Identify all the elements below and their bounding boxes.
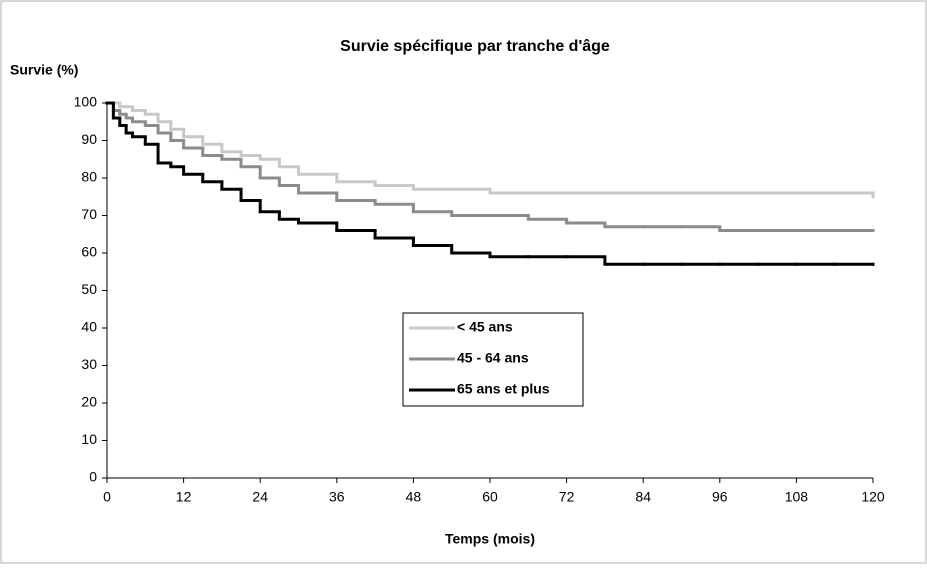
x-tick-label: 72	[559, 489, 575, 505]
x-tick-label: 96	[712, 489, 728, 505]
y-tick-label: 20	[81, 394, 97, 410]
legend-label: 45 - 64 ans	[457, 350, 529, 366]
x-tick-label: 24	[252, 489, 268, 505]
y-tick-label: 10	[81, 431, 97, 447]
chart-title: Survie spécifique par tranche d'âge	[340, 38, 610, 55]
y-tick-label: 60	[81, 244, 97, 260]
y-tick-label: 50	[81, 281, 97, 297]
y-tick-label: 70	[81, 206, 97, 222]
x-tick-label: 108	[785, 489, 809, 505]
x-tick-label: 60	[482, 489, 498, 505]
y-tick-label: 100	[74, 94, 98, 110]
x-tick-label: 84	[635, 489, 651, 505]
legend-label: < 45 ans	[457, 319, 513, 335]
series-line	[105, 101, 875, 199]
y-tick-label: 30	[81, 356, 97, 372]
y-tick-label: 0	[89, 469, 97, 485]
legend: < 45 ans 45 - 64 ans 65 ans et plus	[402, 312, 584, 407]
legend-label: 65 ans et plus	[457, 381, 550, 397]
series-line	[105, 101, 875, 232]
x-tick-label: 36	[329, 489, 345, 505]
series-line	[105, 101, 875, 266]
y-tick-label: 90	[81, 131, 97, 147]
y-tick-label: 40	[81, 319, 97, 335]
x-axis-label: Temps (mois)	[445, 531, 535, 547]
x-tick-label: 48	[406, 489, 422, 505]
x-tick-label: 12	[176, 489, 192, 505]
y-axis-label: Survie (%)	[10, 62, 78, 78]
y-tick-label: 80	[81, 169, 97, 185]
x-tick-label: 0	[103, 489, 111, 505]
x-tick-label: 120	[861, 489, 885, 505]
